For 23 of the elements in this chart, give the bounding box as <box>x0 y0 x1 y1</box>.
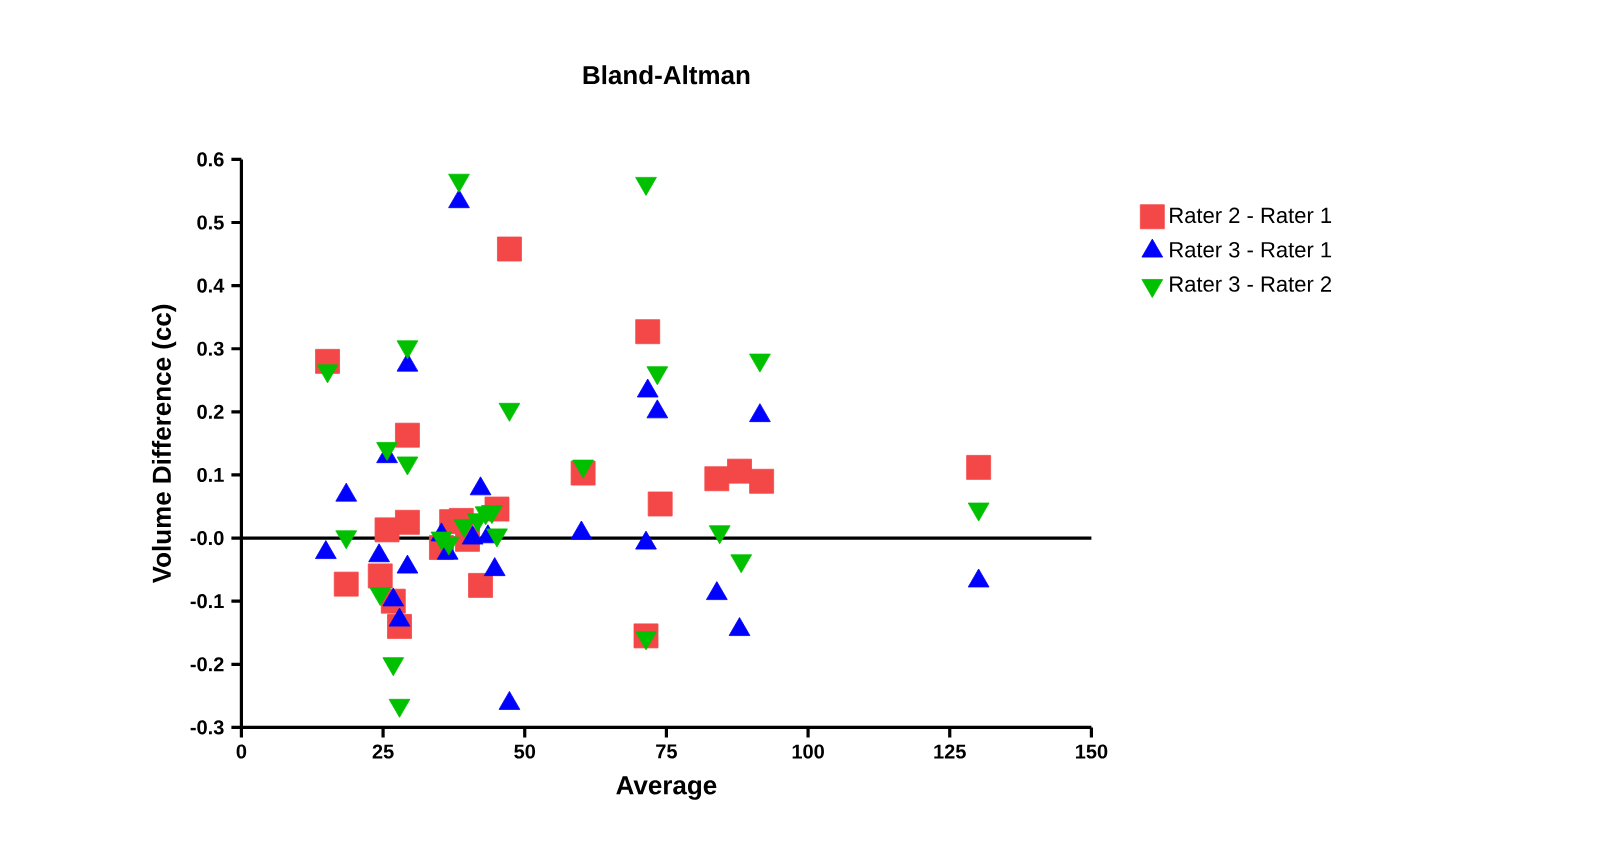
y-tick-label: 0.1 <box>197 467 224 483</box>
y-tick-label: 0.5 <box>197 215 224 230</box>
y-tick-label: 0.2 <box>197 404 224 419</box>
y-tick-label: -0.1 <box>190 594 224 609</box>
y-axis-title: Volume Difference (cc) <box>151 304 177 584</box>
x-tick-label: 50 <box>514 744 536 759</box>
y-tick-label: -0.2 <box>190 657 224 672</box>
legend-label: Rater 2 - Rater 1 <box>1170 207 1332 224</box>
x-axis-title: Average <box>616 776 717 800</box>
y-tick-label: 0.4 <box>197 278 225 293</box>
y-tick-label: -0.0 <box>190 531 224 546</box>
x-tick-label: 100 <box>792 744 824 759</box>
legend-label: Rater 3 - Rater 2 <box>1170 276 1332 292</box>
chart-title: Bland-Altman <box>583 65 750 85</box>
x-tick-label: 125 <box>934 744 966 759</box>
y-tick-label: 0.3 <box>197 341 224 356</box>
x-tick-label: 150 <box>1075 744 1108 759</box>
y-tick-label: -0.3 <box>190 720 224 735</box>
x-tick-label: 0 <box>236 744 247 759</box>
y-tick-label: 0.6 <box>197 152 224 167</box>
x-tick-label: 25 <box>372 744 394 759</box>
legend-label: Rater 3 - Rater 1 <box>1170 241 1332 258</box>
x-tick-label: 75 <box>656 744 677 759</box>
